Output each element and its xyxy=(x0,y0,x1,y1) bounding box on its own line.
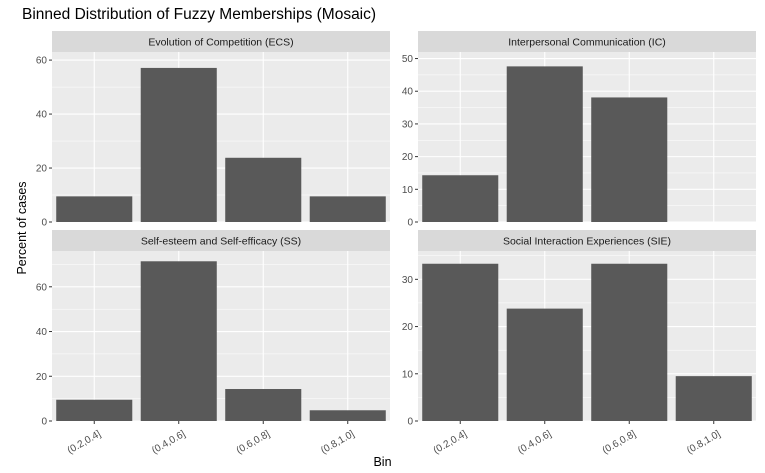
y-tick-label: 20 xyxy=(402,152,414,163)
x-tick-label: (0.8,1.0] xyxy=(319,429,356,457)
y-tick-label: 30 xyxy=(402,275,414,286)
bar xyxy=(140,67,217,223)
y-tick-label: 20 xyxy=(402,322,414,333)
chart-title: Binned Distribution of Fuzzy Memberships… xyxy=(22,6,377,23)
x-tick-label: (0.4,0.6] xyxy=(150,429,187,457)
y-tick-label: 0 xyxy=(407,417,413,428)
bar xyxy=(56,399,133,421)
x-axis-title: Bin xyxy=(373,455,392,469)
y-tick-label: 60 xyxy=(36,56,48,67)
y-tick-label: 10 xyxy=(402,185,414,196)
y-tick-label: 0 xyxy=(41,417,47,428)
bar xyxy=(675,376,752,421)
y-tick-label: 40 xyxy=(402,87,414,98)
facet-strip xyxy=(418,31,756,52)
y-tick-label: 0 xyxy=(407,218,413,229)
x-tick-label: (0.6,0.8] xyxy=(235,429,272,457)
y-tick-label: 0 xyxy=(41,218,47,229)
facet-strip xyxy=(52,230,390,251)
y-tick-label: 40 xyxy=(36,327,48,338)
x-tick-label: (0.4,0.6] xyxy=(516,429,553,457)
panel-background xyxy=(52,251,390,421)
bar xyxy=(506,308,583,421)
bar xyxy=(506,66,583,222)
bar xyxy=(422,263,499,421)
facet-strip-label: Self-esteem and Self-efficacy (SS) xyxy=(141,236,301,248)
y-tick-label: 50 xyxy=(402,54,414,65)
y-axis-title: Percent of cases xyxy=(15,181,29,275)
x-tick-label: (0.6,0.8] xyxy=(601,429,638,457)
bar xyxy=(225,389,302,421)
y-tick-label: 30 xyxy=(402,119,414,130)
y-tick-label: 60 xyxy=(36,282,48,293)
bar xyxy=(140,261,217,421)
y-tick-label: 40 xyxy=(36,110,48,121)
facet-strip xyxy=(52,31,390,52)
y-tick-label: 10 xyxy=(402,369,414,380)
bar xyxy=(591,97,668,222)
x-tick-label: (0.2,0.4] xyxy=(66,429,103,457)
facet-strip-label: Social Interaction Experiences (SIE) xyxy=(503,236,671,248)
panel-background xyxy=(52,52,390,222)
facet-strip-label: Evolution of Competition (ECS) xyxy=(148,37,293,49)
bar xyxy=(225,157,302,222)
bar xyxy=(422,175,499,222)
y-tick-label: 20 xyxy=(36,164,48,175)
bar xyxy=(309,410,386,421)
facet-strip-label: Interpersonal Communication (IC) xyxy=(508,37,666,49)
bar xyxy=(591,263,668,421)
y-tick-label: 20 xyxy=(36,372,48,383)
x-tick-label: (0.8,1.0] xyxy=(685,429,722,457)
bar xyxy=(309,196,386,222)
bar xyxy=(56,196,133,222)
facet-strip xyxy=(418,230,756,251)
x-tick-label: (0.2,0.4] xyxy=(432,429,469,457)
